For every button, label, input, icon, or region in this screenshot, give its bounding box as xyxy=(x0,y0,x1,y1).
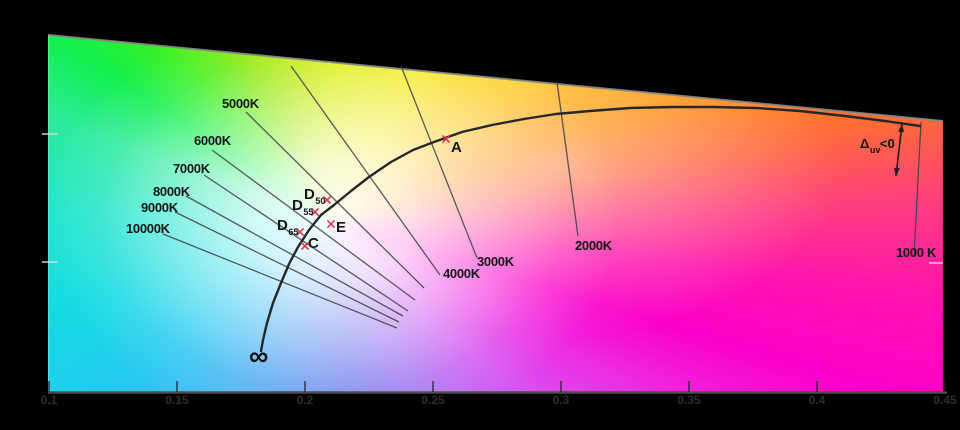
illuminant-marker-D50 xyxy=(323,196,331,204)
illuminant-marker-D65 xyxy=(296,228,304,236)
isotherm-line-10000K xyxy=(162,233,398,329)
u-axis-tick-label: 0.2 xyxy=(296,393,314,407)
isotherm-label-10000K: 10000K xyxy=(126,221,170,236)
illuminant-label-A: A xyxy=(451,140,462,155)
marker-cross-stroke xyxy=(442,135,450,143)
illuminant-marker-E xyxy=(327,220,335,228)
delta-uv-arrow xyxy=(895,123,903,177)
isotherm-label-4000K: 4000K xyxy=(443,266,480,281)
illuminant-marker-C xyxy=(301,242,309,250)
u-axis-tick-label: 0.1 xyxy=(40,393,58,407)
illuminant-label-base: D xyxy=(304,186,315,203)
marker-cross-stroke xyxy=(327,220,335,228)
marker-cross-stroke xyxy=(311,208,319,216)
illuminant-label-base: D xyxy=(277,217,288,234)
isotherm-label-5000K: 5000K xyxy=(222,96,259,111)
isotherm-label-7000K: 7000K xyxy=(173,161,210,176)
isotherm-label-3000K: 3000K xyxy=(477,254,514,269)
illuminant-label-subscript: 55 xyxy=(303,207,314,217)
illuminant-label-base: D xyxy=(292,197,303,214)
illuminant-label-D50: D50 xyxy=(304,186,326,206)
isotherm-line-3000K xyxy=(400,65,478,259)
illuminant-marker-A xyxy=(442,135,450,143)
delta-symbol: Δ xyxy=(860,136,870,151)
u-axis-tick-label: 0.35 xyxy=(677,393,701,407)
illuminant-label-E: E xyxy=(336,220,346,235)
isotherm-label-6000K: 6000K xyxy=(194,133,231,148)
delta-subscript: uv xyxy=(869,144,881,155)
marker-cross-stroke xyxy=(301,242,309,250)
isotherm-label-1000K: 1000 K xyxy=(896,245,937,260)
isotherm-label-8000K: 8000K xyxy=(153,184,190,199)
illuminant-marker-D55 xyxy=(311,208,319,216)
delta-uv-arrowhead xyxy=(893,167,900,176)
marker-cross-stroke xyxy=(296,228,304,236)
delta-comparison: <0 xyxy=(879,136,895,151)
u-axis-tick-label: 0.45 xyxy=(933,393,957,407)
u-axis-tick-label: 0.15 xyxy=(165,393,189,407)
isotherm-line-2000K xyxy=(556,81,579,237)
delta-uv-arrowhead xyxy=(898,124,905,133)
isotherm-label-9000K: 9000K xyxy=(141,200,178,215)
illuminant-label-base: A xyxy=(451,139,462,156)
delta-uv-label: Δuv<0 xyxy=(860,137,895,154)
isotherm-line-7000K xyxy=(203,174,409,312)
marker-cross-stroke xyxy=(323,196,331,204)
u-axis-tick-label: 0.25 xyxy=(421,393,445,407)
isotherm-line-1000K xyxy=(913,121,922,257)
illuminant-label-base: E xyxy=(336,219,347,236)
u-axis-tick-label: 0.3 xyxy=(552,393,570,407)
spectral-top-border xyxy=(47,34,944,122)
isotherm-line-4000K xyxy=(290,65,441,276)
illuminant-label-D65: D65 xyxy=(277,217,299,237)
illuminant-label-subscript: 65 xyxy=(288,227,299,237)
illuminant-label-subscript: 50 xyxy=(315,196,326,206)
planckian-locus-curve xyxy=(259,105,922,353)
illuminant-label-C: C xyxy=(308,236,319,251)
isotherm-label-2000K: 2000K xyxy=(575,238,612,253)
illuminant-label-D55: D55 xyxy=(292,197,314,217)
isotherm-line-5000K xyxy=(245,111,425,289)
infinity-symbol: ∞ xyxy=(249,341,269,371)
illuminant-label-base: C xyxy=(308,235,319,252)
u-axis-tick-label: 0.4 xyxy=(808,393,826,407)
